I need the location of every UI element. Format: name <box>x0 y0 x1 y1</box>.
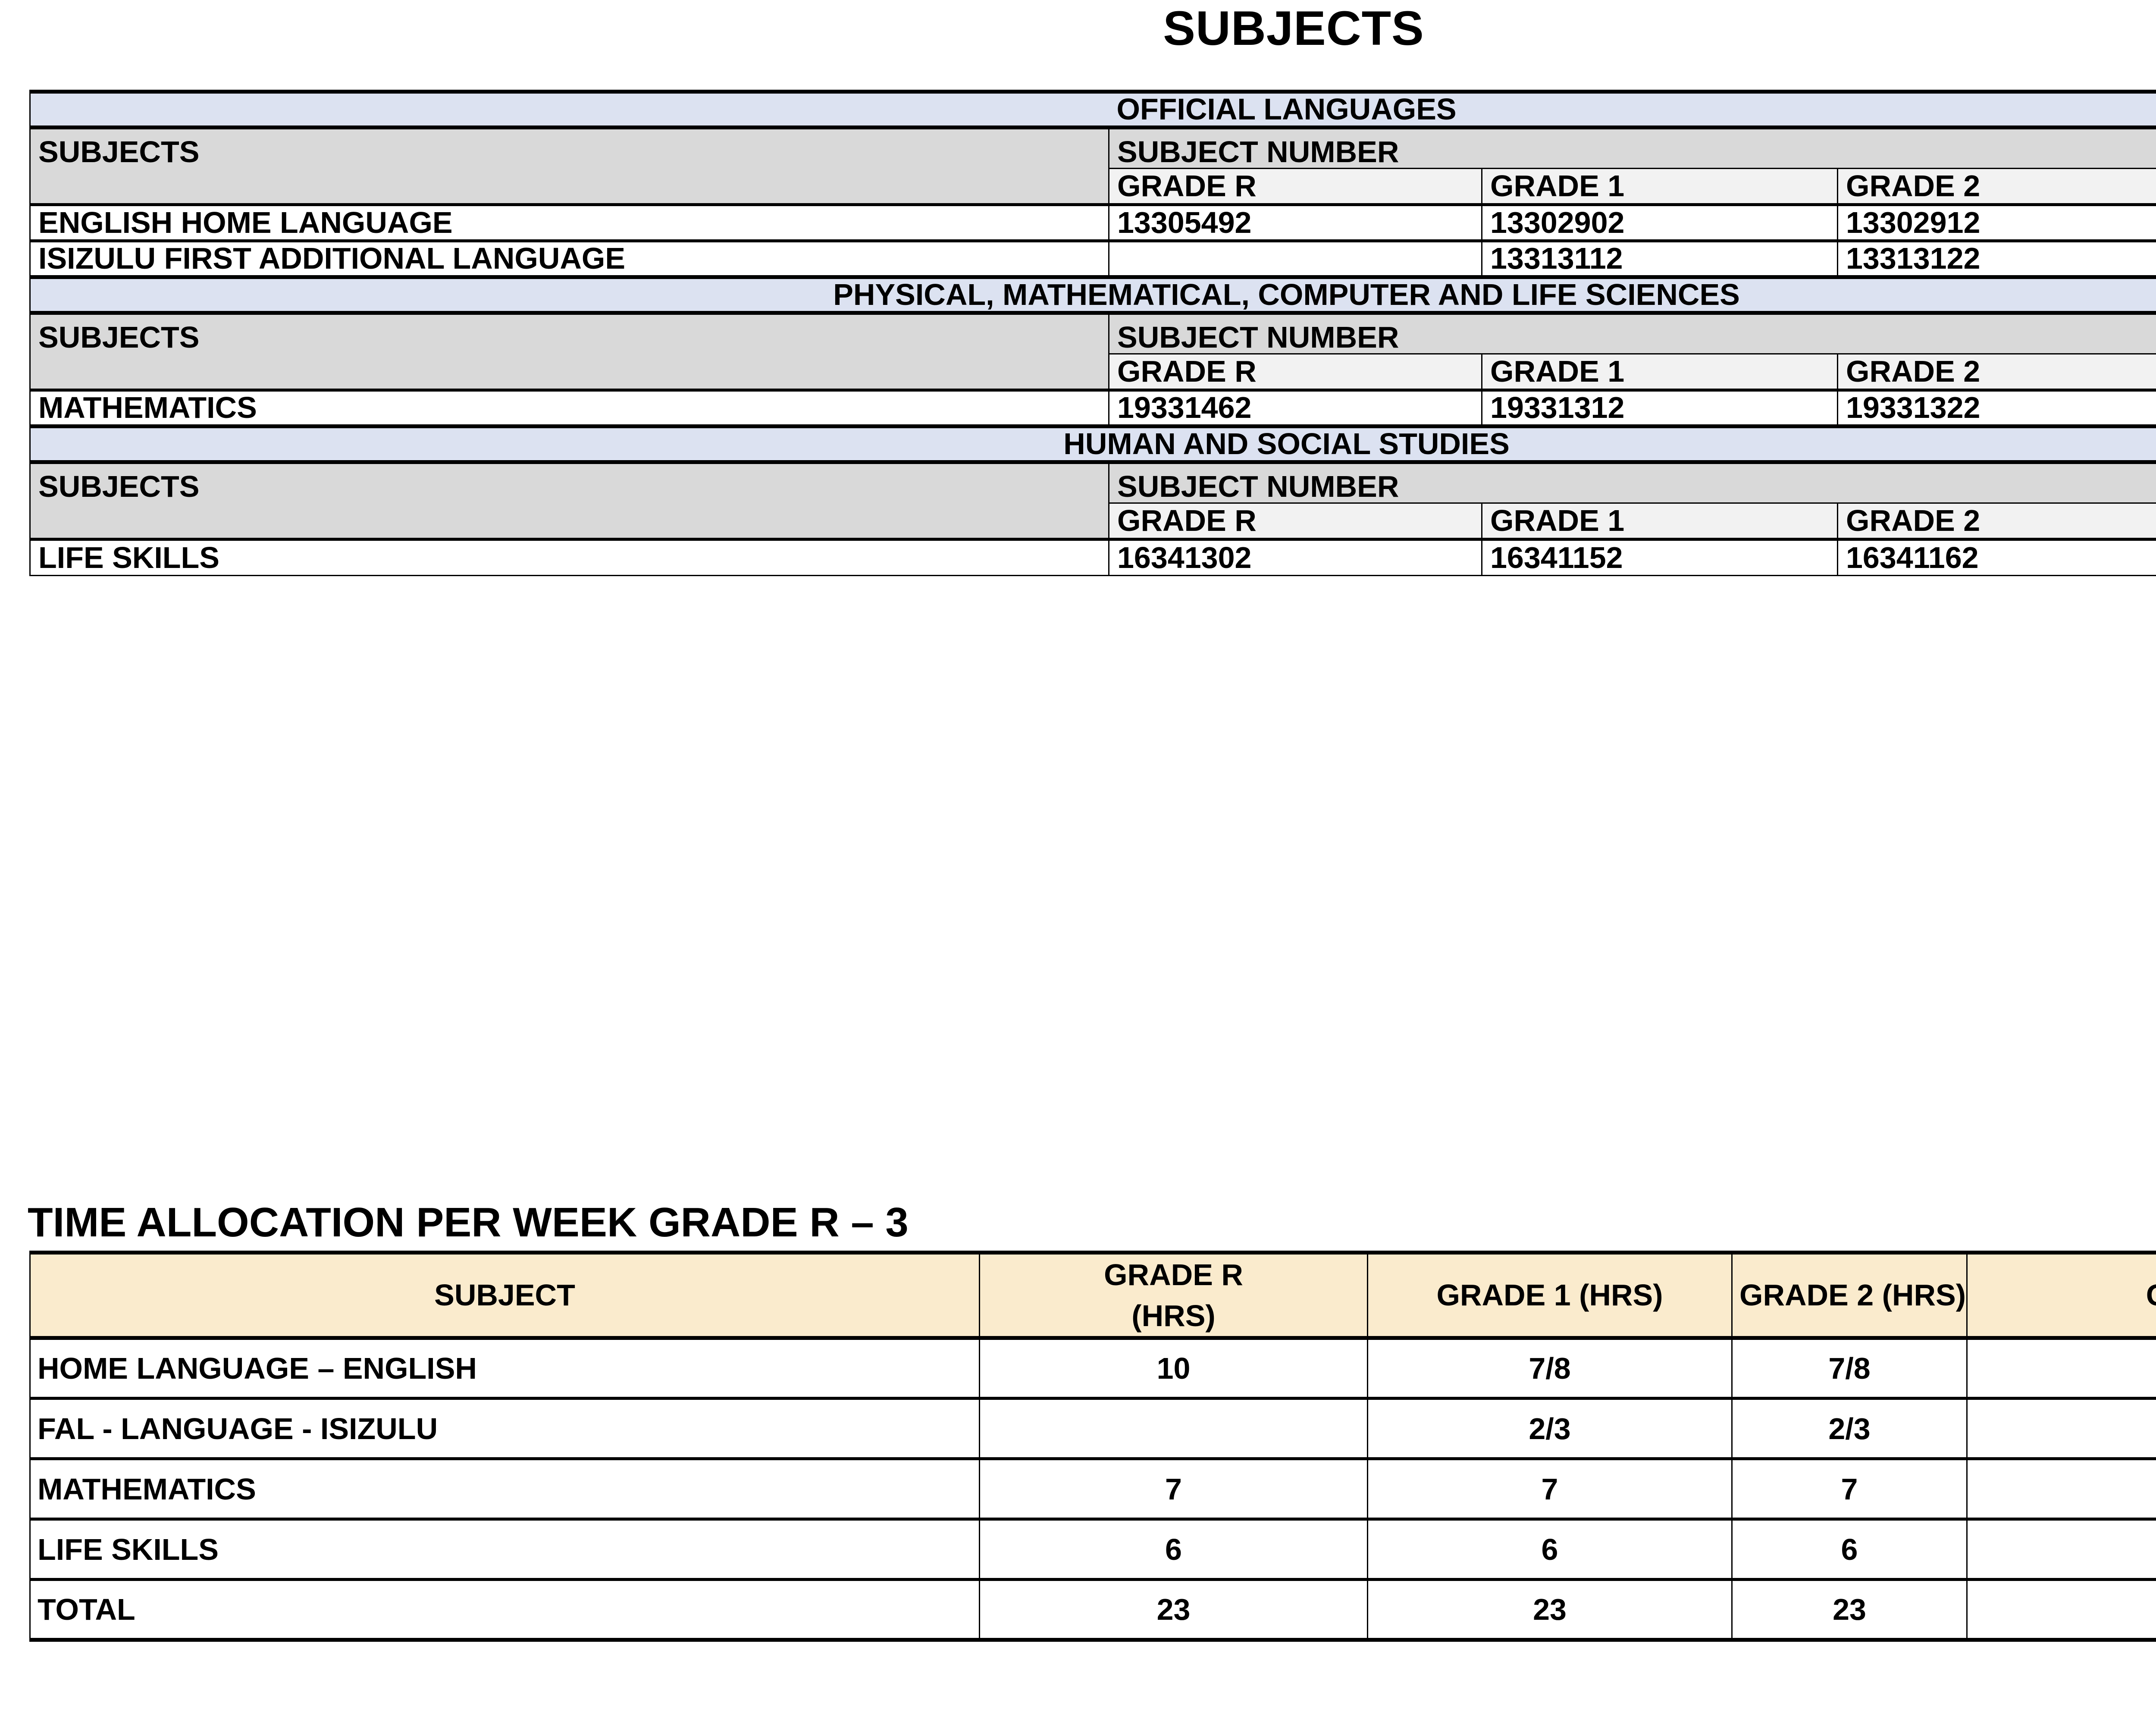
column-header-subject-number: SUBJECT NUMBER <box>1108 126 2156 169</box>
subject-name: ENGLISH HOME LANGUAGE <box>29 203 1109 242</box>
section-header-row: SUBJECTS SUBJECT NUMBER <box>29 126 2156 205</box>
table-row: HOME LANGUAGE – ENGLISH 10 7/8 7/8 7/8 <box>29 1336 2156 1399</box>
time-total-grade-2: 23 <box>1731 1578 1968 1642</box>
time-grade-1: 7 <box>1367 1457 1733 1520</box>
table-row: MATHEMATICS 19331462 19331312 19331322 1… <box>29 389 2156 427</box>
time-grade-r: 6 <box>979 1518 1368 1580</box>
column-header-subjects: SUBJECTS <box>29 312 1109 391</box>
time-grade-2: 6 <box>1731 1518 1968 1580</box>
time-subject-name: HOME LANGUAGE – ENGLISH <box>29 1336 980 1399</box>
grade-r-unit: (HRS) <box>1131 1298 1216 1333</box>
time-grade-r <box>979 1397 1368 1459</box>
time-allocation-table: SUBJECT GRADE R (HRS) GRADE 1 (HRS) GRAD… <box>29 1251 2156 1642</box>
column-header-grade-1: GRADE 1 <box>1481 353 1838 391</box>
subject-number-grade-2: 13302912 <box>1837 203 2156 242</box>
column-header-grade-2-hrs: GRADE 2 (HRS) <box>1731 1251 1968 1340</box>
section-band-official-languages: OFFICIAL LANGUAGES <box>29 90 2156 129</box>
time-subject-name: FAL - LANGUAGE - ISIZULU <box>29 1397 980 1459</box>
subjects-table: OFFICIAL LANGUAGES SUBJECTS SUBJECT NUMB… <box>29 90 2156 576</box>
column-header-grade-1-hrs: GRADE 1 (HRS) <box>1367 1251 1733 1340</box>
subject-number-grade-r: 16341302 <box>1108 538 1482 576</box>
time-grade-3: 3/4 <box>1966 1397 2156 1459</box>
table-row: ISIZULU FIRST ADDITIONAL LANGUAGE 133131… <box>29 239 2156 278</box>
time-subject-name: LIFE SKILLS <box>29 1518 980 1580</box>
column-header-grade-3-hrs: GRADE 3(HRS) <box>1966 1251 2156 1340</box>
table-row: MATHEMATICS 7 7 7 7 <box>29 1457 2156 1520</box>
time-subject-name: MATHEMATICS <box>29 1457 980 1520</box>
column-header-grade-1: GRADE 1 <box>1481 168 1838 205</box>
time-grade-r: 7 <box>979 1457 1368 1520</box>
time-grade-2: 2/3 <box>1731 1397 1968 1459</box>
subject-number-grade-r: 13305492 <box>1108 203 1482 242</box>
time-grade-2: 7 <box>1731 1457 1968 1520</box>
column-header-subjects: SUBJECTS <box>29 126 1109 205</box>
section-band-row: PHYSICAL, MATHEMATICAL, COMPUTER AND LIF… <box>29 275 2156 315</box>
time-grade-3: 7 <box>1966 1518 2156 1580</box>
time-grade-1: 6 <box>1367 1518 1733 1580</box>
grade-header-row: GRADE R GRADE 1 GRADE 2 GRADE 3 <box>30 353 2156 391</box>
time-grade-2: 7/8 <box>1731 1336 1968 1399</box>
table-row: LIFE SKILLS 16341302 16341152 16341162 1… <box>29 538 2156 576</box>
time-grade-r: 10 <box>979 1336 1368 1399</box>
table-row-total: TOTAL 23 23 23 25 <box>29 1578 2156 1642</box>
column-header-grade-r: GRADE R <box>1108 502 1482 540</box>
table-row: ENGLISH HOME LANGUAGE 13305492 13302902 … <box>29 203 2156 242</box>
column-header-grade-1: GRADE 1 <box>1481 502 1838 540</box>
time-allocation-heading: TIME ALLOCATION PER WEEK GRADE R – 3 <box>28 1199 909 1245</box>
time-grade-3: 7 <box>1966 1457 2156 1520</box>
subject-number-grade-1: 13302902 <box>1481 203 1838 242</box>
section-header-row: SUBJECTS SUBJECT NUMBER <box>29 312 2156 391</box>
column-header-grade-r: GRADE R <box>1108 168 1482 205</box>
time-total-grade-1: 23 <box>1367 1578 1733 1642</box>
subject-name: ISIZULU FIRST ADDITIONAL LANGUAGE <box>29 239 1109 278</box>
column-header-subjects: SUBJECTS <box>29 461 1109 540</box>
subject-number-grade-2: 19331322 <box>1837 389 2156 427</box>
column-header-subject: SUBJECT <box>29 1251 980 1340</box>
grade-r-label: GRADE R <box>1104 1258 1243 1292</box>
column-header-subject-number: SUBJECT NUMBER <box>1108 312 2156 354</box>
column-header-subject-number: SUBJECT NUMBER <box>1108 461 2156 503</box>
column-header-grade-r-hrs: GRADE R (HRS) <box>979 1251 1368 1340</box>
table-row: LIFE SKILLS 6 6 6 7 <box>29 1518 2156 1580</box>
time-grade-3: 7/8 <box>1966 1336 2156 1399</box>
subject-number-grade-r <box>1108 239 1482 278</box>
section-band-row: OFFICIAL LANGUAGES <box>29 90 2156 129</box>
grade-header-row: GRADE R GRADE 1 GRADE 2 GRADE 3 <box>30 502 2156 540</box>
page-title: SUBJECTS <box>1163 1 1424 55</box>
column-header-grade-r: GRADE R <box>1108 353 1482 391</box>
column-header-grade-2: GRADE 2 <box>1837 168 2156 205</box>
section-header-row: SUBJECTS SUBJECT NUMBER <box>29 461 2156 540</box>
time-subject-name-total: TOTAL <box>29 1578 980 1642</box>
subject-name: LIFE SKILLS <box>29 538 1109 576</box>
section-band-human-social-studies: HUMAN AND SOCIAL STUDIES <box>29 424 2156 464</box>
time-total-grade-3: 25 <box>1966 1578 2156 1642</box>
time-grade-1: 2/3 <box>1367 1397 1733 1459</box>
column-header-grade-2: GRADE 2 <box>1837 502 2156 540</box>
subject-number-grade-1: 13313112 <box>1481 239 1838 278</box>
grade-header-row: GRADE R GRADE 1 GRADE 2 GRADE 3 <box>30 168 2156 205</box>
subject-number-grade-1: 16341152 <box>1481 538 1838 576</box>
time-header-row: SUBJECT GRADE R (HRS) GRADE 1 (HRS) GRAD… <box>29 1251 2156 1340</box>
time-total-grade-r: 23 <box>979 1578 1368 1642</box>
subject-number-grade-r: 19331462 <box>1108 389 1482 427</box>
subject-name: MATHEMATICS <box>29 389 1109 427</box>
subject-number-grade-1: 19331312 <box>1481 389 1838 427</box>
subject-number-grade-2: 13313122 <box>1837 239 2156 278</box>
section-band-row: HUMAN AND SOCIAL STUDIES <box>29 424 2156 464</box>
table-row: FAL - LANGUAGE - ISIZULU 2/3 2/3 3/4 <box>29 1397 2156 1459</box>
time-grade-1: 7/8 <box>1367 1336 1733 1399</box>
section-band-physical-sciences: PHYSICAL, MATHEMATICAL, COMPUTER AND LIF… <box>29 275 2156 315</box>
subject-number-grade-2: 16341162 <box>1837 538 2156 576</box>
column-header-grade-2: GRADE 2 <box>1837 353 2156 391</box>
